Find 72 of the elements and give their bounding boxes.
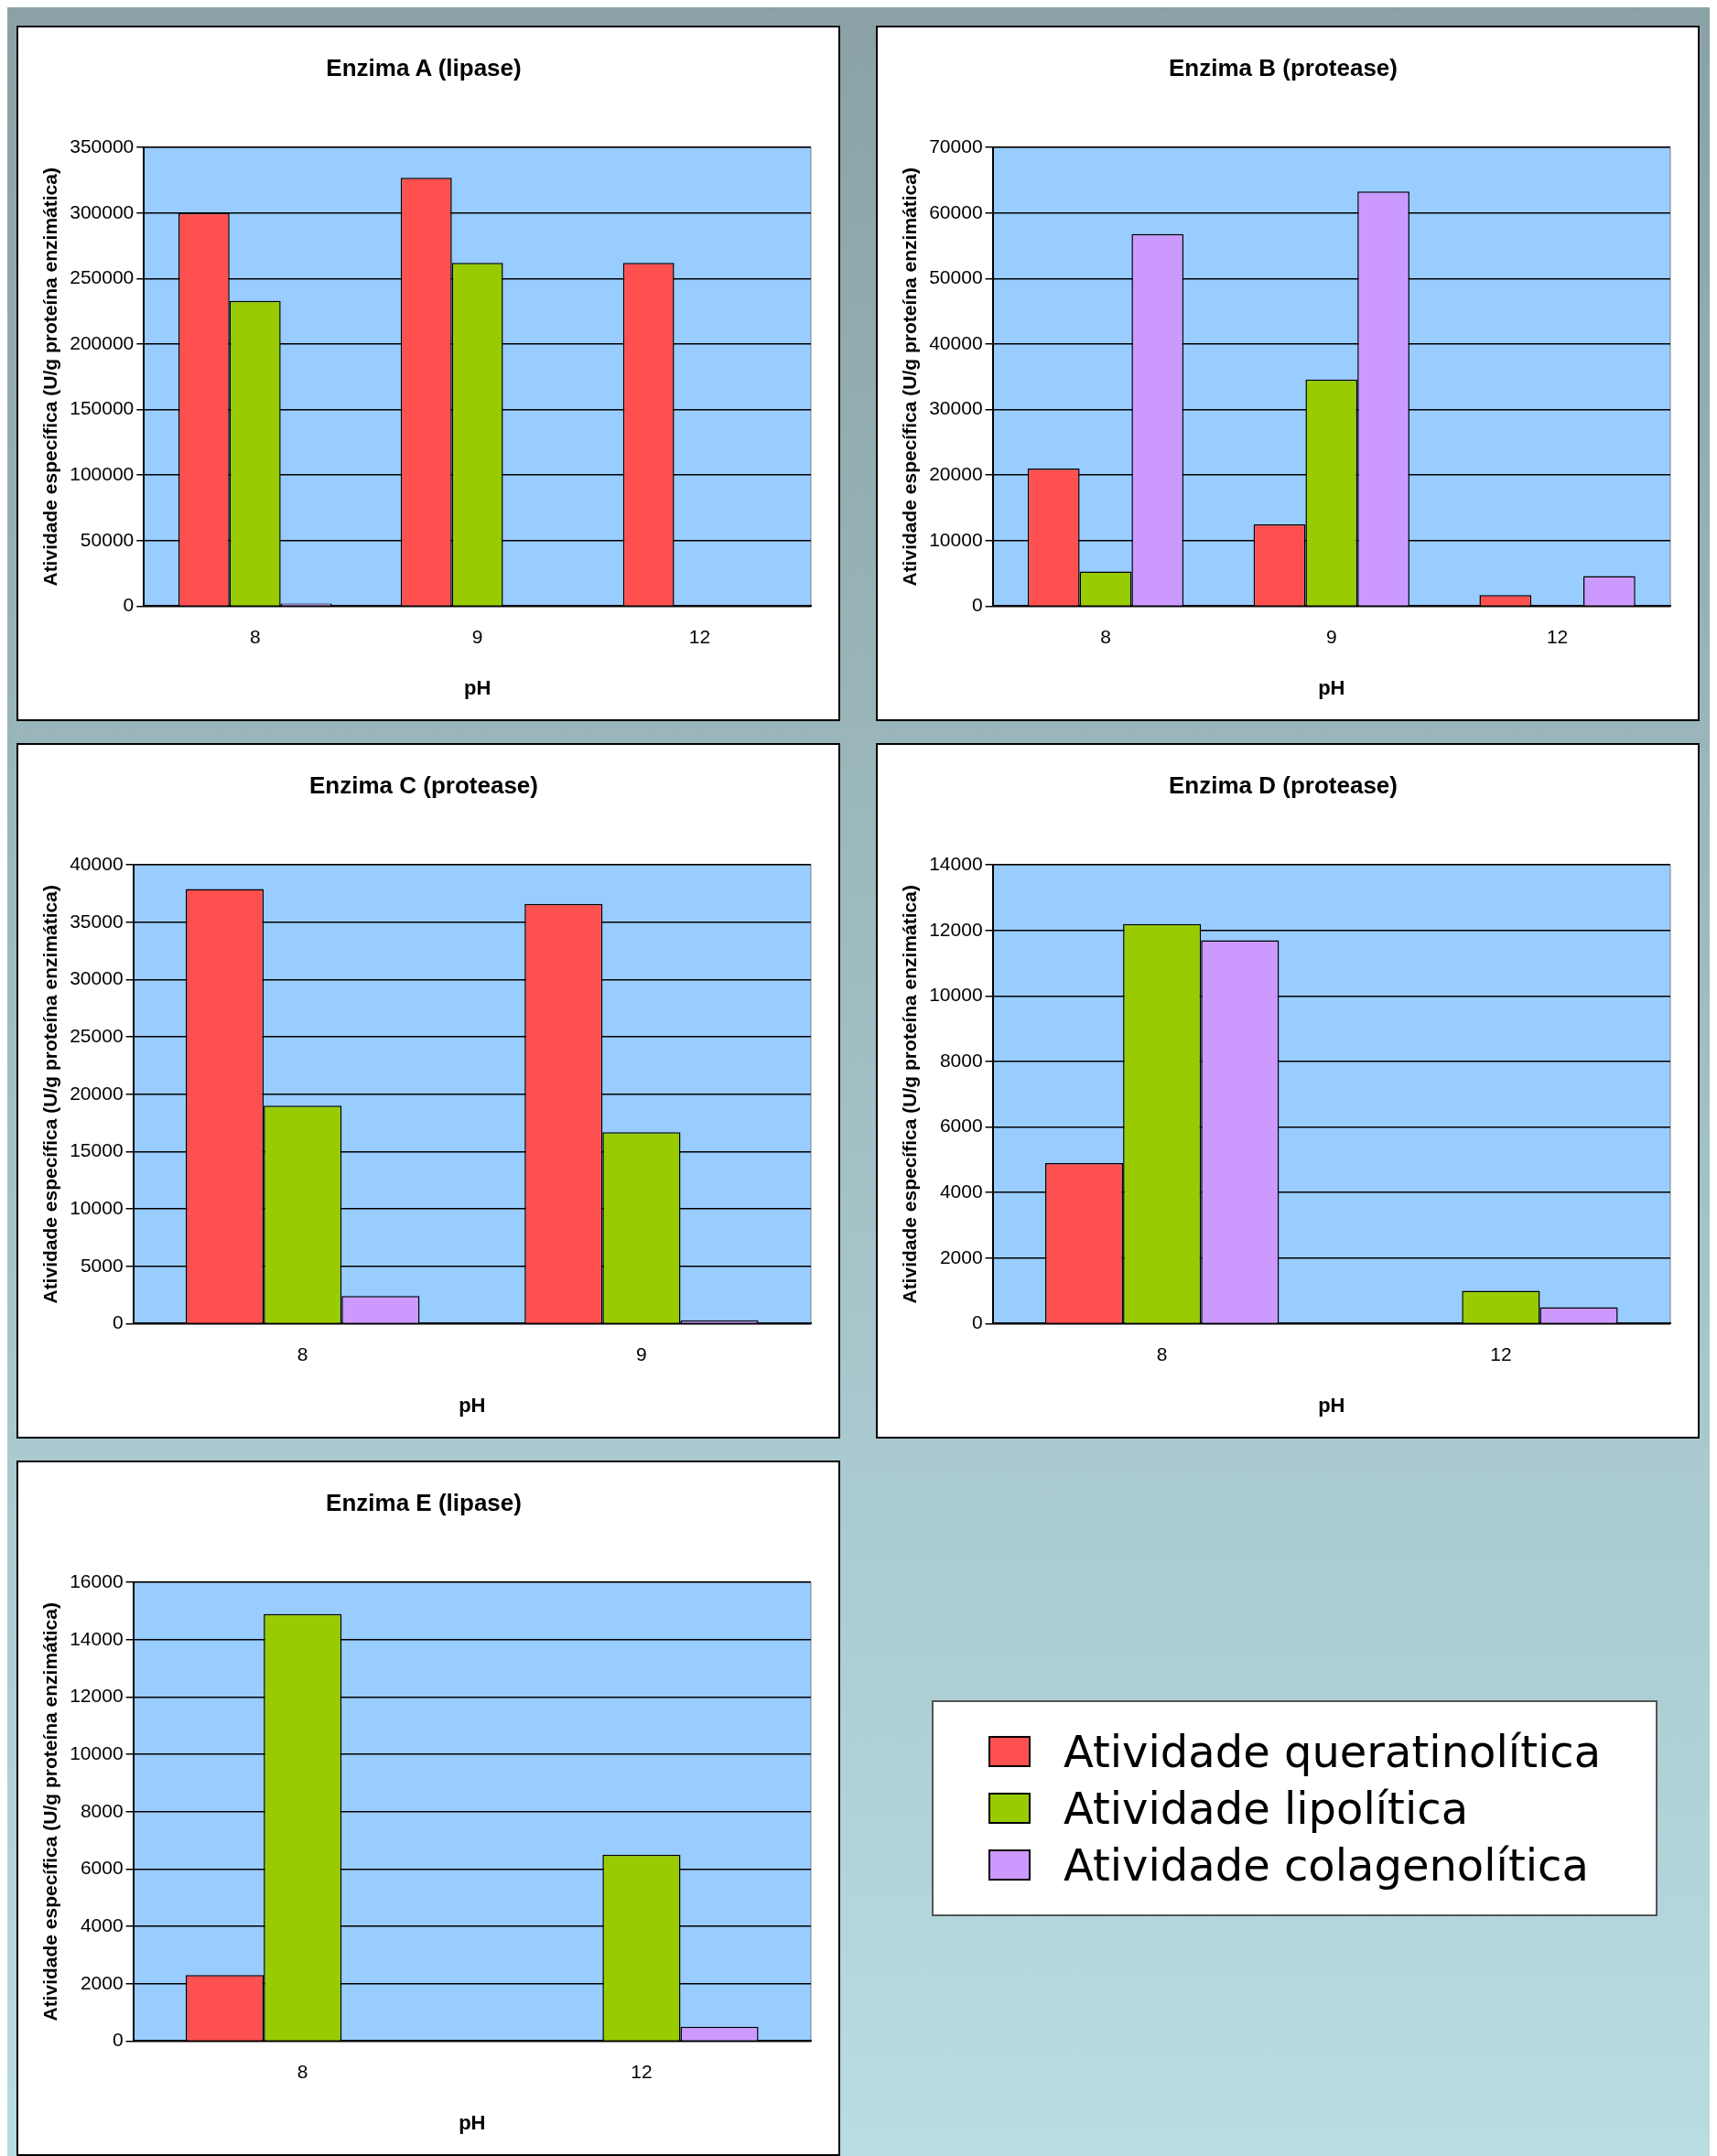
y-tick-label: 30000	[70, 967, 124, 989]
x-tick-label: 8	[249, 625, 261, 647]
y-tick-label: 12000	[70, 1685, 124, 1707]
y-tick-label: 6000	[939, 1115, 983, 1137]
y-tick-label: 15000	[70, 1139, 124, 1161]
y-axis-title: Atividade específica (U/g proteína enzimática)	[39, 885, 61, 1304]
y-tick-label: 0	[112, 1311, 124, 1333]
x-tick-label: 8	[297, 2060, 308, 2082]
x-tick-label: 12	[1546, 625, 1569, 647]
chart-title: Enzima B (protease)	[1169, 53, 1398, 81]
y-axis-title: Atividade específica (U/g proteína enzimática)	[899, 167, 921, 587]
legend-label: Atividade colagenolítica	[1063, 1839, 1589, 1891]
y-tick-label: 200000	[70, 331, 135, 353]
y-tick-label: 4000	[80, 1913, 124, 1935]
y-tick-label: 350000	[70, 135, 135, 156]
x-axis-title: pH	[1318, 1393, 1345, 1417]
x-axis-title: pH	[459, 1393, 486, 1417]
chart-title: Enzima E (lipase)	[326, 1488, 522, 1516]
y-tick-label: 8000	[80, 1799, 124, 1821]
y-tick-label: 35000	[70, 910, 124, 932]
x-tick-label: 12	[688, 625, 711, 647]
y-tick-label: 10000	[929, 528, 983, 550]
y-axis-title: Atividade específica (U/g proteína enzimática)	[899, 885, 921, 1304]
y-tick-label: 60000	[929, 200, 983, 222]
y-tick-label: 100000	[70, 463, 135, 484]
x-tick-label: 9	[636, 1342, 647, 1364]
y-tick-label: 0	[112, 2029, 124, 2051]
y-axis-title: Atividade específica (U/g proteína enzimática)	[39, 1602, 61, 2021]
y-tick-label: 10000	[70, 1741, 124, 1763]
x-tick-label: 8	[1156, 1342, 1168, 1364]
chart-title: Enzima C (protease)	[309, 771, 538, 799]
x-tick-label: 12	[1490, 1342, 1512, 1364]
y-tick-label: 300000	[70, 200, 135, 222]
chart-title: Enzima D (protease)	[1169, 771, 1398, 799]
y-tick-label: 8000	[939, 1049, 983, 1071]
x-tick-label: 12	[631, 2060, 653, 2082]
y-tick-label: 40000	[70, 853, 124, 874]
y-tick-label: 10000	[70, 1196, 124, 1218]
y-tick-label: 6000	[80, 1857, 124, 1879]
x-tick-label: 9	[471, 625, 483, 647]
y-tick-label: 16000	[70, 1570, 124, 1591]
x-tick-label: 9	[1325, 625, 1337, 647]
y-tick-label: 30000	[929, 397, 983, 419]
y-tick-label: 5000	[80, 1254, 124, 1276]
y-tick-label: 0	[971, 594, 983, 616]
legend-label: Atividade lipolítica	[1063, 1783, 1469, 1834]
y-tick-label: 50000	[929, 266, 983, 288]
x-axis-title: pH	[463, 675, 491, 699]
y-tick-label: 4000	[939, 1180, 983, 1202]
y-tick-label: 0	[123, 594, 135, 616]
x-tick-label: 8	[1100, 625, 1111, 647]
legend-label: Atividade queratinolítica	[1063, 1726, 1602, 1777]
y-tick-label: 0	[971, 1311, 983, 1333]
x-axis-title: pH	[459, 2110, 486, 2134]
y-tick-label: 14000	[70, 1627, 124, 1649]
y-tick-label: 70000	[929, 135, 983, 156]
x-axis-title: pH	[1318, 675, 1345, 699]
y-tick-label: 20000	[70, 1082, 124, 1104]
y-tick-label: 2000	[80, 1971, 124, 1993]
y-tick-label: 25000	[70, 1024, 124, 1046]
y-tick-label: 150000	[70, 397, 135, 419]
y-tick-label: 40000	[929, 331, 983, 353]
y-tick-label: 14000	[929, 853, 983, 874]
y-tick-label: 20000	[929, 463, 983, 484]
y-tick-label: 50000	[80, 528, 135, 550]
x-tick-label: 8	[297, 1342, 308, 1364]
y-tick-label: 250000	[70, 266, 135, 288]
y-tick-label: 12000	[929, 918, 983, 940]
y-tick-label: 10000	[929, 984, 983, 1006]
y-axis-title: Atividade específica (U/g proteína enzimática)	[39, 167, 61, 587]
y-tick-label: 2000	[939, 1245, 983, 1267]
chart-title: Enzima A (lipase)	[326, 53, 522, 81]
